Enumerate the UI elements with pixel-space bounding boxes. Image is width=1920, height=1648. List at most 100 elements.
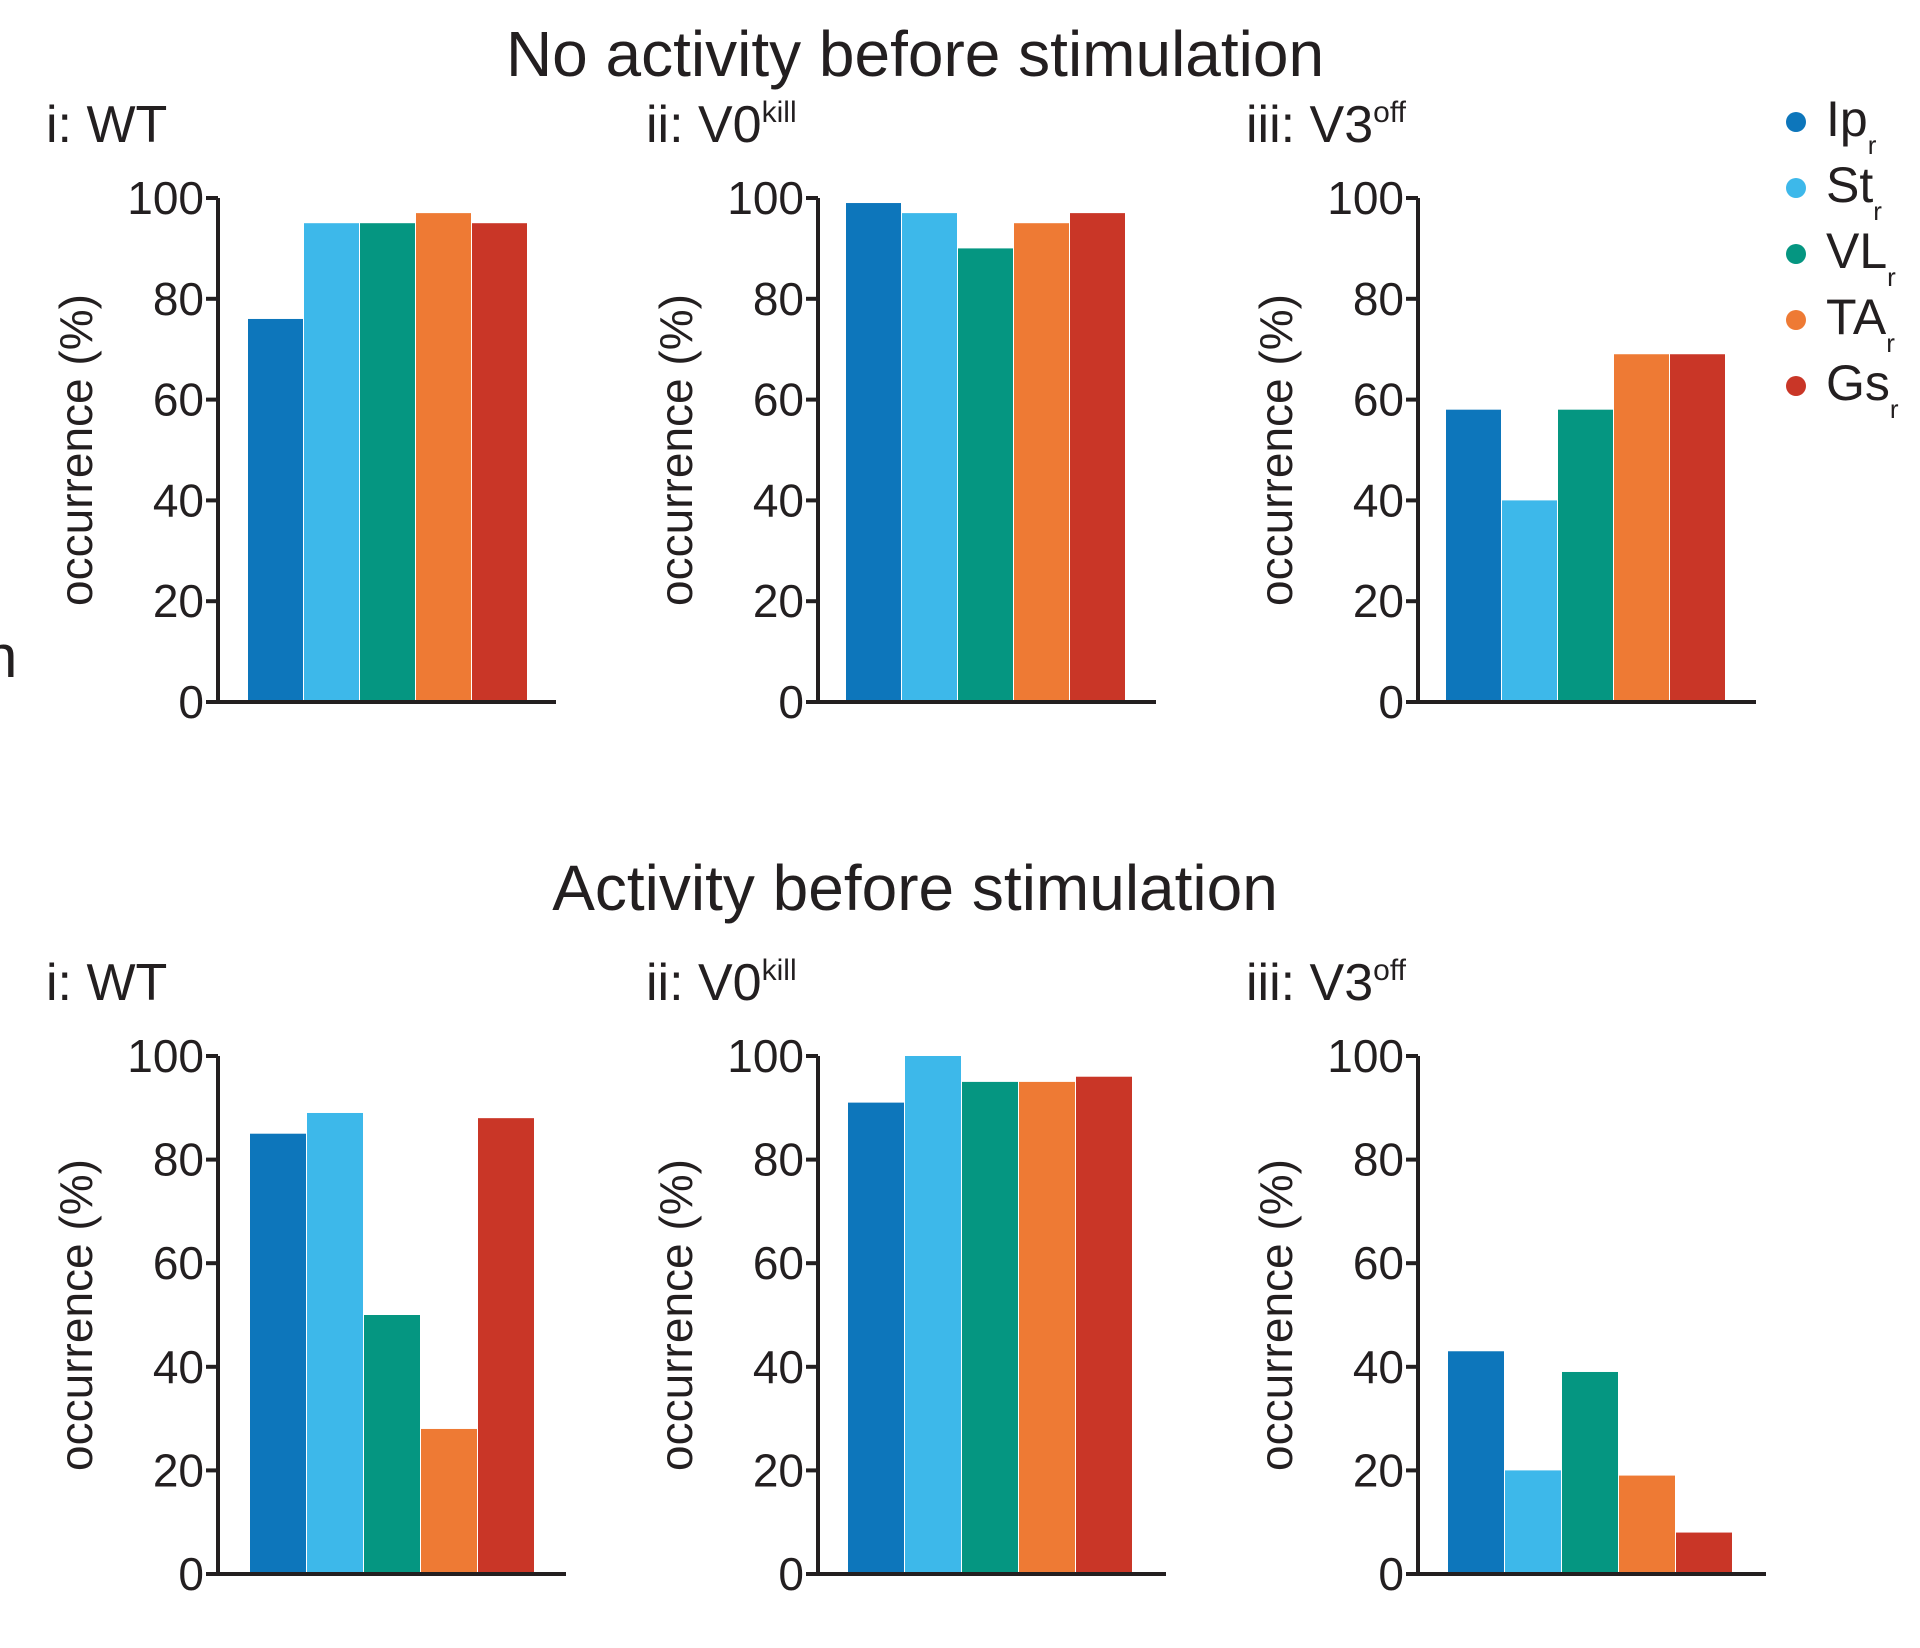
- y-axis-label: occurrence (%): [650, 1159, 702, 1471]
- bar-ip-r: [1448, 1351, 1504, 1574]
- bar-st-r: [902, 213, 957, 702]
- panel-title-main: ii: V0: [646, 954, 762, 1012]
- y-tick-label: 40: [153, 1341, 204, 1393]
- legend-marker: [1786, 310, 1806, 330]
- legend-label-main: Ip: [1826, 91, 1868, 147]
- legend-label-subscript: r: [1886, 328, 1895, 358]
- y-tick-label: 40: [1353, 474, 1404, 526]
- y-axis-label: occurrence (%): [650, 294, 702, 606]
- bar-ip-r: [846, 203, 901, 703]
- legend-label-subscript: r: [1887, 262, 1896, 292]
- legend-label-subscript: r: [1890, 394, 1899, 424]
- panel-title-superscript: kill: [762, 954, 797, 987]
- legend-label: Gsr: [1826, 355, 1899, 424]
- bar-ta-r: [421, 1428, 477, 1574]
- y-tick-label: 20: [153, 575, 204, 627]
- y-tick-label: 80: [753, 273, 804, 325]
- panel-title-main: i: WT: [46, 96, 167, 154]
- y-tick-label: 20: [153, 1444, 204, 1496]
- bar-vl-r: [962, 1081, 1018, 1574]
- chart-panels: 0 20 40 60 80 100 occurrence (%) i: WT 0 20 40 60 80…: [46, 96, 1766, 1600]
- bar-ta-r: [1014, 223, 1069, 702]
- y-tick-label: 100: [727, 172, 804, 224]
- bar-vl-r: [364, 1315, 420, 1574]
- legend-marker: [1786, 178, 1806, 198]
- y-tick-label: 20: [753, 575, 804, 627]
- y-tick-label: 80: [753, 1134, 804, 1186]
- bar-st-r: [905, 1056, 961, 1574]
- panel-title-superscript: off: [1373, 96, 1406, 129]
- bar-vl-r: [958, 248, 1013, 702]
- y-tick-label: 0: [178, 1548, 204, 1600]
- legend-label: VLr: [1826, 223, 1896, 292]
- legend-item: Str: [1786, 157, 1882, 226]
- y-tick-label: 60: [1353, 1237, 1404, 1289]
- bar-st-r: [304, 223, 359, 702]
- panel-title-main: iii: V3: [1246, 954, 1373, 1012]
- panel-title: iii: V3off: [1246, 954, 1407, 1012]
- y-tick-label: 100: [127, 172, 204, 224]
- legend-item: TAr: [1786, 289, 1895, 358]
- panel-title-superscript: off: [1373, 954, 1406, 987]
- y-tick-label: 0: [1378, 1548, 1404, 1600]
- legend-item: Ipr: [1786, 91, 1877, 160]
- bar-ta-r: [1619, 1475, 1675, 1574]
- bar-st-r: [1505, 1470, 1561, 1574]
- y-tick-label: 60: [1353, 374, 1404, 426]
- y-axis-label: occurrence (%): [50, 1159, 102, 1471]
- legend-label: Str: [1826, 157, 1882, 226]
- y-tick-label: 0: [778, 676, 804, 728]
- bar-gs-r: [472, 223, 527, 702]
- bar-ip-r: [250, 1133, 306, 1574]
- bar-vl-r: [1558, 409, 1613, 702]
- chart-panel: 0 20 40 60 80 100 occurrence (%) iii: V3off: [1246, 96, 1756, 728]
- panel-title: i: WT: [46, 96, 167, 154]
- y-tick-label: 100: [1327, 172, 1404, 224]
- section-title-activity: Activity before stimulation: [552, 852, 1278, 924]
- y-tick-label: 100: [1327, 1030, 1404, 1082]
- chart-panel: 0 20 40 60 80 100 occurrence (%) i: WT: [46, 96, 556, 728]
- y-tick-label: 80: [153, 1134, 204, 1186]
- y-tick-label: 40: [153, 474, 204, 526]
- bar-ip-r: [848, 1102, 904, 1574]
- y-tick-label: 0: [1378, 676, 1404, 728]
- y-tick-label: 80: [153, 273, 204, 325]
- legend-marker: [1786, 112, 1806, 132]
- section-title-no-activity: No activity before stimulation: [506, 18, 1324, 90]
- bar-gs-r: [1076, 1076, 1132, 1574]
- panel-title: iii: V3off: [1246, 96, 1407, 154]
- legend-label-subscript: r: [1873, 196, 1882, 226]
- legend-label-main: Gs: [1826, 355, 1890, 411]
- y-tick-label: 20: [753, 1444, 804, 1496]
- y-tick-label: 20: [1353, 1444, 1404, 1496]
- chart-panel: 0 20 40 60 80 100 occurrence (%) iii: V3off: [1246, 954, 1766, 1600]
- legend-label-main: TA: [1826, 289, 1887, 345]
- bar-ta-r: [1614, 354, 1669, 702]
- legend-item: Gsr: [1786, 355, 1899, 424]
- bar-vl-r: [1562, 1371, 1618, 1574]
- legend-label-main: St: [1826, 157, 1873, 213]
- y-tick-label: 40: [753, 474, 804, 526]
- cut-panel-letter: n: [0, 623, 17, 690]
- legend-marker: [1786, 244, 1806, 264]
- bar-ip-r: [248, 318, 303, 702]
- bar-gs-r: [1070, 213, 1125, 702]
- chart-panel: 0 20 40 60 80 100 occurrence (%) ii: V0kill: [646, 96, 1156, 728]
- bar-gs-r: [1670, 354, 1725, 702]
- bar-ta-r: [416, 213, 471, 702]
- bar-st-r: [1502, 500, 1557, 702]
- bar-gs-r: [478, 1118, 534, 1574]
- chart-panel: 0 20 40 60 80 100 occurrence (%) i: WT: [46, 954, 566, 1600]
- bar-ip-r: [1446, 409, 1501, 702]
- bar-ta-r: [1019, 1081, 1075, 1574]
- y-tick-label: 60: [153, 1237, 204, 1289]
- y-tick-label: 20: [1353, 575, 1404, 627]
- bar-gs-r: [1676, 1532, 1732, 1574]
- y-axis-label: occurrence (%): [1250, 1159, 1302, 1471]
- panel-title: i: WT: [46, 954, 167, 1012]
- y-tick-label: 80: [1353, 1134, 1404, 1186]
- bar-st-r: [307, 1112, 363, 1574]
- y-tick-label: 80: [1353, 273, 1404, 325]
